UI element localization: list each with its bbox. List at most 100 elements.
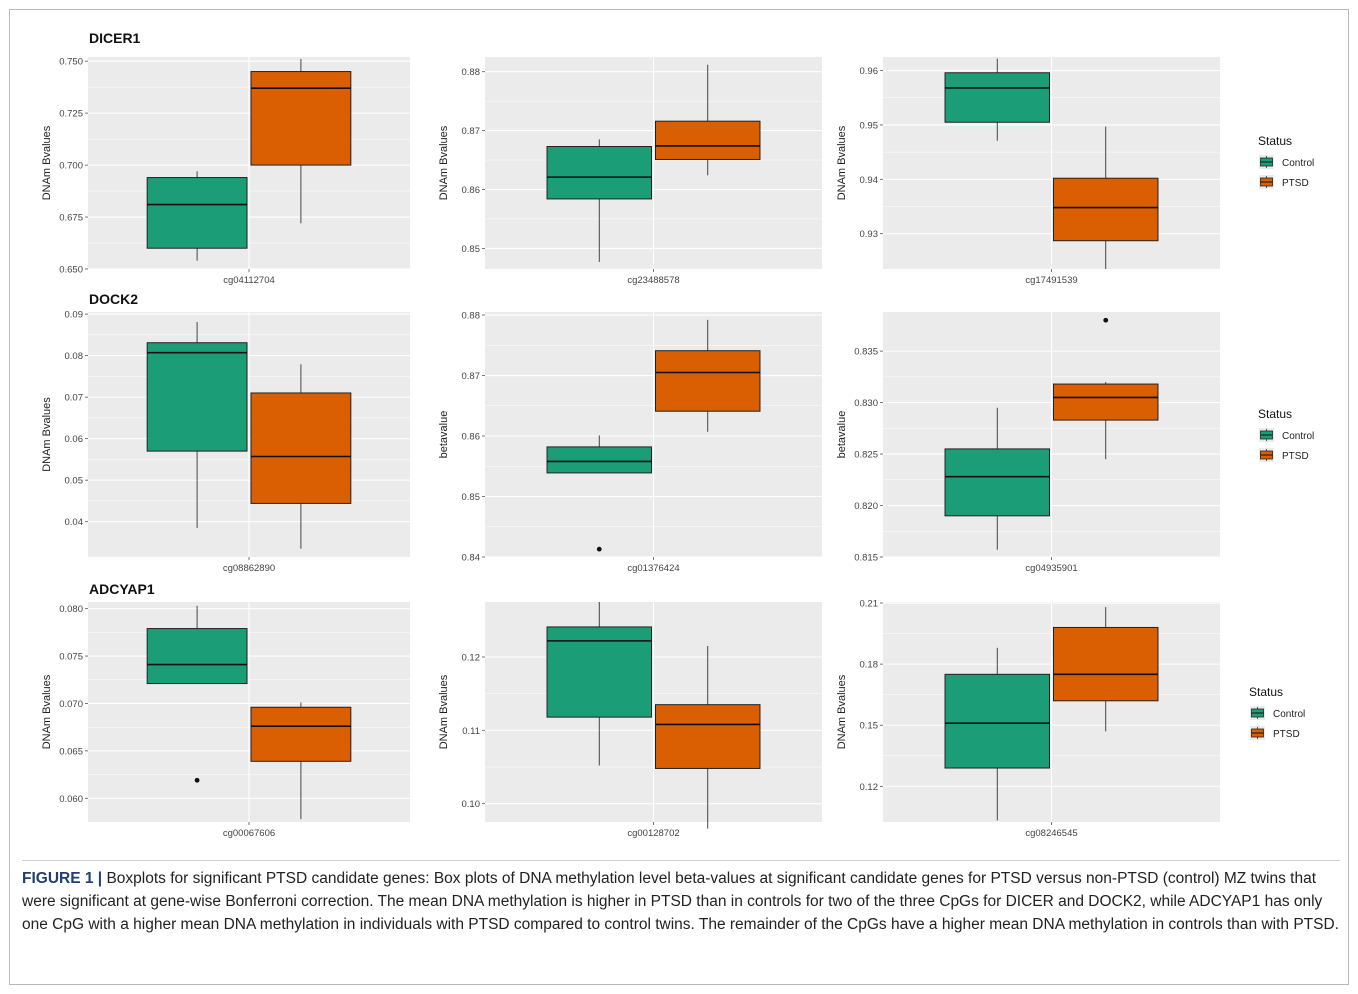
box-ptsd xyxy=(250,702,352,820)
box-ptsd xyxy=(1053,126,1159,269)
box-iqr xyxy=(146,628,248,685)
x-tick-label: cg08862890 xyxy=(223,563,275,574)
y-tick-label: 0.060 xyxy=(59,794,83,805)
y-tick-label: 0.06 xyxy=(65,434,84,445)
box-iqr xyxy=(655,120,761,160)
boxplot-grid: 0.650 0.675 0.700 0.725 0.750 cg04112704 DNAm … xyxy=(41,30,1314,839)
box-control xyxy=(944,407,1051,550)
box-iqr xyxy=(546,146,653,200)
y-axis-label: DNAm Bvalues xyxy=(438,674,450,749)
figure-caption: FIGURE 1 | Boxplots for significant PTSD… xyxy=(22,860,1340,936)
y-tick-label: 0.05 xyxy=(65,476,84,487)
box-control xyxy=(146,171,248,261)
legend-title: Status xyxy=(1258,134,1292,148)
y-tick-label: 0.96 xyxy=(860,66,879,77)
y-axis-label: DNAm Bvalues xyxy=(41,125,53,200)
x-tick-label: cg00128702 xyxy=(627,828,679,839)
y-axis-label: DNAm Bvalues xyxy=(438,125,450,200)
y-tick-label: 0.675 xyxy=(59,213,83,224)
panel-1: 0.650 0.675 0.700 0.725 0.750 cg04112704 DNAm … xyxy=(41,30,410,286)
x-tick-label: cg04935901 xyxy=(1025,563,1077,574)
caption-label: FIGURE 1 | xyxy=(22,870,103,887)
box-ptsd xyxy=(655,64,761,176)
box-ptsd xyxy=(1053,607,1159,732)
legend-label-control: Control xyxy=(1282,158,1314,169)
y-axis-label: betavalue xyxy=(438,411,450,459)
legend-label-ptsd: PTSD xyxy=(1273,729,1300,740)
y-axis-label: betavalue xyxy=(836,411,848,459)
box-ptsd xyxy=(250,59,352,224)
box-iqr xyxy=(1053,626,1159,702)
y-tick-label: 0.87 xyxy=(462,371,481,382)
box-control xyxy=(546,602,653,766)
y-tick-label: 0.750 xyxy=(59,57,83,68)
box-iqr xyxy=(146,342,248,452)
y-tick-label: 0.725 xyxy=(59,109,83,120)
legend-row-1: Status Control PTSD xyxy=(1258,134,1314,189)
y-tick-label: 0.835 xyxy=(854,347,878,358)
y-tick-label: 0.12 xyxy=(462,653,481,664)
y-tick-label: 0.18 xyxy=(860,660,879,671)
box-control xyxy=(944,58,1051,141)
legend-label-ptsd: PTSD xyxy=(1282,178,1309,189)
panel-7: 0.060 0.065 0.070 0.075 0.080 cg00067606 DNAm … xyxy=(41,581,410,839)
panel-9: 0.12 0.15 0.18 0.21 cg08246545 DNAm Bvalues xyxy=(836,599,1220,839)
y-tick-label: 0.95 xyxy=(860,120,879,131)
y-tick-label: 0.85 xyxy=(462,492,481,503)
y-tick-label: 0.12 xyxy=(860,782,879,793)
y-axis-label: DNAm Bvalues xyxy=(41,397,53,472)
box-iqr xyxy=(944,448,1051,517)
box-iqr xyxy=(1053,177,1159,242)
y-axis-label: DNAm Bvalues xyxy=(836,125,848,200)
y-tick-label: 0.820 xyxy=(854,501,878,512)
y-tick-label: 0.86 xyxy=(462,432,481,443)
y-tick-label: 0.07 xyxy=(65,393,84,404)
x-tick-label: cg17491539 xyxy=(1025,275,1077,286)
box-iqr xyxy=(944,72,1051,123)
outlier-point xyxy=(194,777,200,783)
box-iqr xyxy=(546,446,653,474)
box-ptsd xyxy=(655,319,761,432)
outlier-point xyxy=(1103,317,1109,323)
legend-label-control: Control xyxy=(1282,431,1314,442)
caption-text: Boxplots for significant PTSD candidate … xyxy=(22,870,1339,933)
legend-title: Status xyxy=(1258,407,1292,421)
figure-frame xyxy=(9,9,1349,985)
box-control xyxy=(146,605,248,783)
y-tick-label: 0.93 xyxy=(860,229,879,240)
gene-title: DOCK2 xyxy=(89,291,138,307)
y-tick-label: 0.94 xyxy=(860,175,879,186)
y-tick-label: 0.080 xyxy=(59,604,83,615)
x-tick-label: cg23488578 xyxy=(627,275,679,286)
y-tick-label: 0.11 xyxy=(462,726,480,737)
panel-8: 0.10 0.11 0.12 cg00128702 DNAm Bvalues xyxy=(438,602,822,839)
y-tick-label: 0.075 xyxy=(59,652,83,663)
y-tick-label: 0.10 xyxy=(462,799,481,810)
box-iqr xyxy=(655,350,761,412)
y-tick-label: 0.08 xyxy=(65,351,84,362)
box-iqr xyxy=(1053,383,1159,421)
y-tick-label: 0.04 xyxy=(65,517,84,528)
box-ptsd xyxy=(250,364,352,549)
box-ptsd xyxy=(655,646,761,829)
box-ptsd xyxy=(1053,317,1159,460)
y-axis-label: DNAm Bvalues xyxy=(836,674,848,749)
x-tick-label: cg00067606 xyxy=(223,828,275,839)
y-tick-label: 0.700 xyxy=(59,161,83,172)
panel-5: 0.84 0.85 0.86 0.87 0.88 cg01376424 betavalue xyxy=(438,311,822,574)
box-iqr xyxy=(250,71,352,166)
y-tick-label: 0.84 xyxy=(462,553,481,564)
legend-label-control: Control xyxy=(1273,709,1305,720)
y-tick-label: 0.815 xyxy=(854,553,878,564)
box-iqr xyxy=(546,626,653,718)
panel-6: 0.815 0.820 0.825 0.830 0.835 cg04935901 betav… xyxy=(836,312,1220,574)
y-tick-label: 0.88 xyxy=(462,311,481,322)
panel-3: 0.93 0.94 0.95 0.96 cg17491539 DNAm Bvalues xyxy=(836,57,1220,286)
legend-row-2: Status Control PTSD xyxy=(1258,407,1314,462)
y-tick-label: 0.88 xyxy=(462,67,481,78)
y-tick-label: 0.830 xyxy=(854,398,878,409)
outlier-point xyxy=(596,546,602,552)
y-tick-label: 0.87 xyxy=(462,126,481,137)
box-iqr xyxy=(146,177,248,249)
panel-4: 0.04 0.05 0.06 0.07 0.08 0.09 cg08862890 DNAm B… xyxy=(41,291,410,574)
